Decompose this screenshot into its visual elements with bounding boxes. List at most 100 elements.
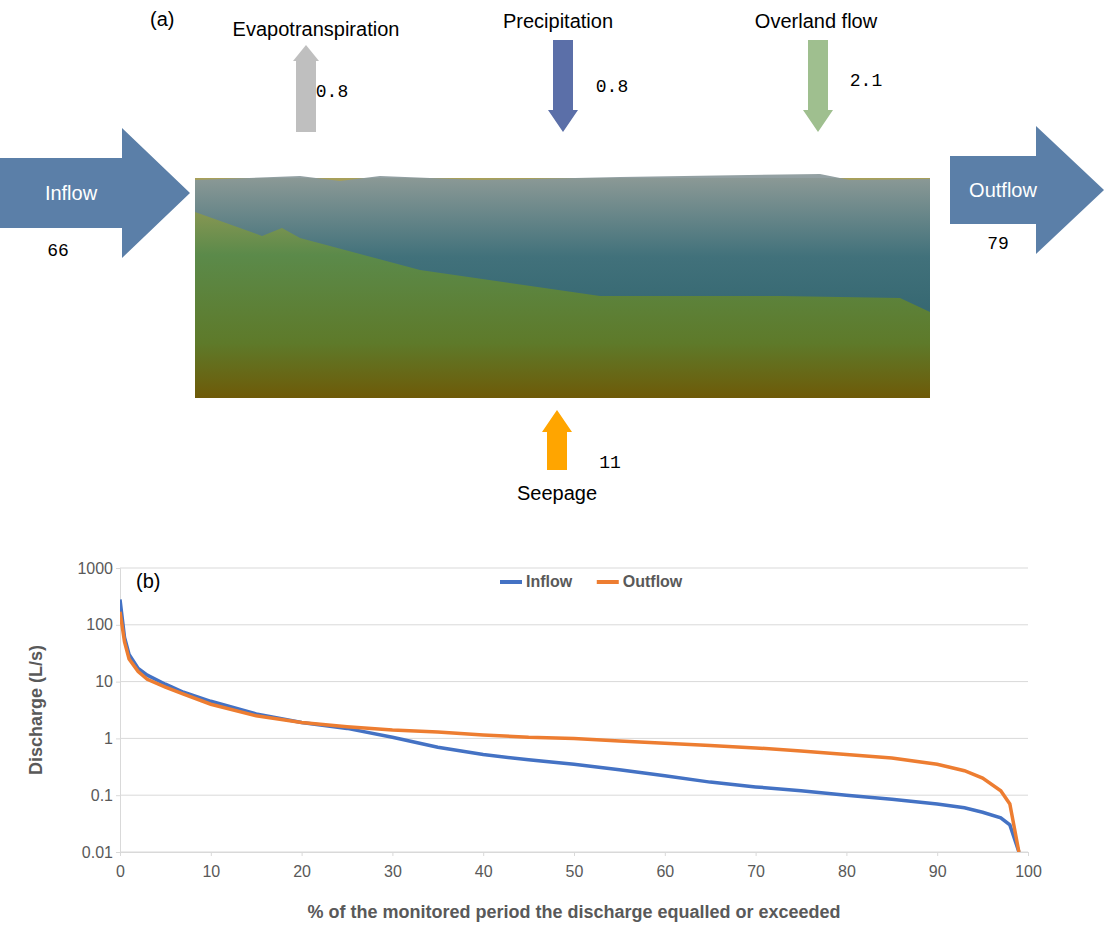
axis-line — [121, 853, 1029, 857]
tick-label: 10 — [95, 673, 113, 690]
tick-mark — [116, 682, 120, 683]
grid-line — [120, 568, 1028, 569]
title-backdrop — [134, 569, 162, 593]
flow-value: 0.8 — [596, 77, 628, 97]
x-axis: 0 10 20 30 40 50 60 70 80 90 100 — [116, 852, 1042, 880]
tick-mark — [302, 852, 303, 856]
flow-value: 11 — [599, 453, 621, 473]
tick-mark — [116, 625, 120, 626]
tick-mark — [846, 852, 847, 856]
tick-label: 30 — [384, 863, 402, 880]
tick-mark — [116, 852, 120, 853]
tick-label: 90 — [929, 863, 947, 880]
tick-mark — [392, 852, 393, 856]
flow-arrow — [0, 128, 190, 258]
tick-mark — [116, 738, 120, 739]
series-group — [120, 599, 1019, 852]
flow-label: Overland flow — [755, 10, 878, 32]
tick: 0.1 — [91, 787, 120, 804]
flow-value: 2.1 — [850, 71, 882, 91]
tick-mark — [574, 852, 575, 856]
tick-label: 0 — [116, 863, 125, 880]
flow: Outflow 79 — [950, 126, 1104, 254]
grid-line — [120, 795, 1028, 796]
flow: Seepage11 — [517, 410, 621, 504]
flow-value: 0.8 — [316, 82, 348, 102]
flow: Precipitation 0.8 — [503, 10, 628, 132]
tick-label: 10 — [202, 863, 220, 880]
tick: 90 — [929, 852, 947, 880]
panel-label: (a) — [150, 8, 174, 30]
tick-label: 1000 — [77, 560, 113, 577]
flow-label: Seepage — [517, 482, 597, 504]
tick-label: 0.01 — [82, 844, 113, 861]
flow-arrow — [950, 126, 1104, 254]
legend-item: Outflow — [597, 573, 683, 590]
tick-mark — [1028, 852, 1029, 856]
panel-a: Inflow66Evapotranspiration0.8Precipitati… — [0, 8, 1104, 504]
tick-label: 40 — [475, 863, 493, 880]
y-axis-title: Discharge (L/s) — [26, 645, 46, 775]
legend-swatch — [597, 580, 619, 584]
flow-label: Precipitation — [503, 10, 613, 32]
legend-swatch — [500, 580, 522, 584]
tick: 70 — [747, 852, 765, 880]
tick-mark — [756, 852, 757, 856]
grid-line — [120, 681, 1028, 682]
flow-label: Inflow — [45, 182, 98, 204]
legend: Inflow Outflow — [500, 573, 683, 590]
flow-label: Outflow — [969, 179, 1037, 201]
tick-label: 0.1 — [91, 787, 113, 804]
tick: 30 — [384, 852, 402, 880]
axis-line — [116, 569, 121, 853]
tick-label: 100 — [86, 616, 113, 633]
series-line — [120, 599, 1019, 852]
tick-label: 20 — [293, 863, 311, 880]
flow: Inflow 66 — [0, 128, 190, 261]
tick: 1000 — [77, 560, 120, 577]
flow-value: 66 — [47, 241, 69, 261]
tick: 10 — [202, 852, 220, 880]
flow: Evapotranspiration 0.8 — [233, 18, 400, 132]
y-axis: 0.01 0.1 1 10 100 1000 — [77, 560, 120, 861]
flow: Overland flow 2.1 — [755, 10, 882, 132]
flow-arrow — [548, 40, 578, 132]
grid-line — [120, 624, 1028, 625]
tick: 0 — [116, 852, 125, 880]
tick-mark — [665, 852, 666, 856]
tick: 50 — [566, 852, 584, 880]
tick-mark — [211, 852, 212, 856]
tick-mark — [120, 852, 121, 856]
tick-label: 1 — [104, 730, 113, 747]
tick: 40 — [475, 852, 493, 880]
tick-mark — [937, 852, 938, 856]
tick: 0.01 — [82, 844, 120, 861]
tick-label: 80 — [838, 863, 856, 880]
tick-mark — [116, 568, 120, 569]
tick: 20 — [293, 852, 311, 880]
tick: 1 — [104, 730, 120, 747]
grid — [120, 568, 1028, 852]
tick-mark — [116, 795, 120, 796]
flow-value: 79 — [987, 234, 1009, 254]
tick: 80 — [838, 852, 856, 880]
tick: 100 — [1015, 852, 1042, 880]
series-line — [120, 612, 1019, 852]
panel-label: (b) — [136, 570, 160, 592]
panel-b: 0.01 0.1 1 10 100 1000 0 10 20 30 40 50 60 70 80 90 100 I… — [26, 560, 1042, 922]
legend-label: Inflow — [526, 573, 573, 590]
flow-label: Evapotranspiration — [233, 18, 400, 40]
flow-arrow — [542, 410, 572, 470]
tick-mark — [483, 852, 484, 856]
tick-label: 70 — [747, 863, 765, 880]
tick-label: 100 — [1015, 863, 1042, 880]
tick: 60 — [656, 852, 674, 880]
tick-label: 60 — [656, 863, 674, 880]
legend-label: Outflow — [623, 573, 683, 590]
tick: 100 — [86, 616, 120, 633]
water-body — [195, 174, 930, 312]
tick-label: 50 — [566, 863, 584, 880]
x-axis-title: % of the monitored period the discharge … — [307, 902, 840, 922]
tick: 10 — [95, 673, 120, 690]
legend-item: Inflow — [500, 573, 573, 590]
